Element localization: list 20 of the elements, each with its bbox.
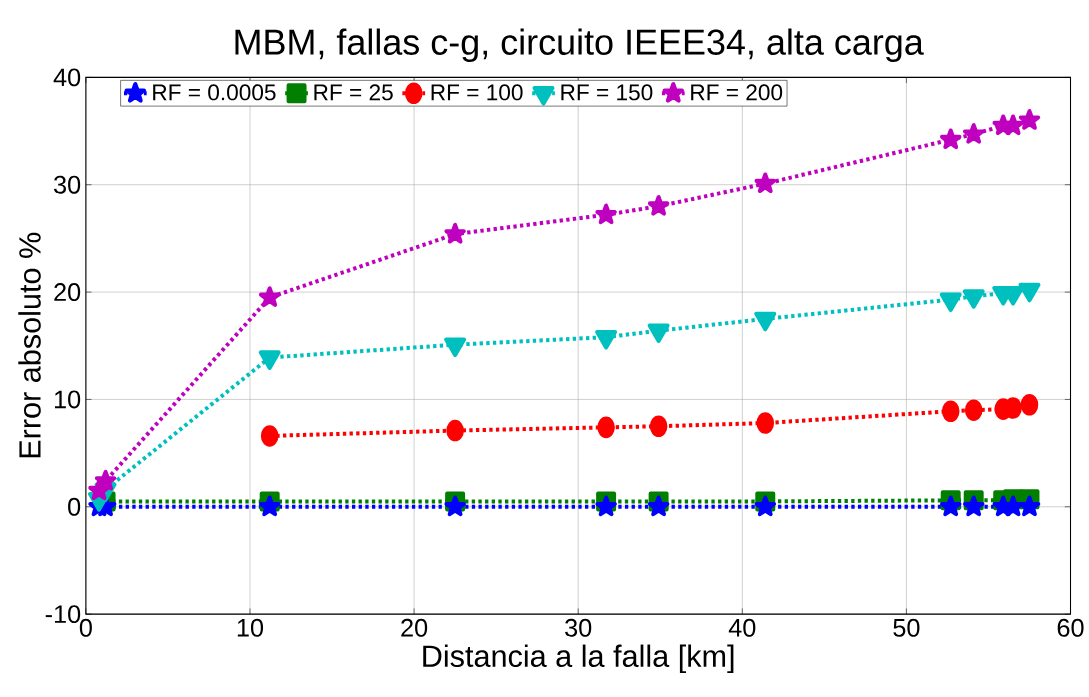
y-tick-label: -10: [45, 605, 81, 624]
x-tick-label: 40: [728, 618, 756, 637]
x-tick-label: 50: [893, 618, 920, 637]
legend-label: RF = 150: [561, 84, 653, 101]
legend-label: RF = 200: [691, 84, 783, 101]
legend-label: RF = 100: [431, 84, 523, 101]
legend-label: RF = 25: [314, 84, 393, 101]
x-axis-title: Distancia a la falla [km]: [423, 644, 734, 674]
y-axis-title: Error absoluto %: [18, 232, 41, 458]
y-tick-label: 10: [54, 390, 81, 409]
x-tick-label: 20: [401, 618, 428, 637]
chart-title: MBM, fallas c-g, circuito IEEE34, alta carga: [235, 28, 924, 63]
legend-label: RF = 0.0005: [153, 84, 276, 101]
y-tick-label: 20: [54, 283, 81, 302]
x-tick-label: 10: [237, 618, 264, 637]
y-tick-label: 0: [68, 497, 81, 516]
x-tick-label: 60: [1057, 618, 1084, 637]
x-tick-label: 30: [565, 618, 592, 637]
y-tick-label: 40: [53, 68, 81, 87]
y-tick-label: 30: [54, 175, 81, 194]
